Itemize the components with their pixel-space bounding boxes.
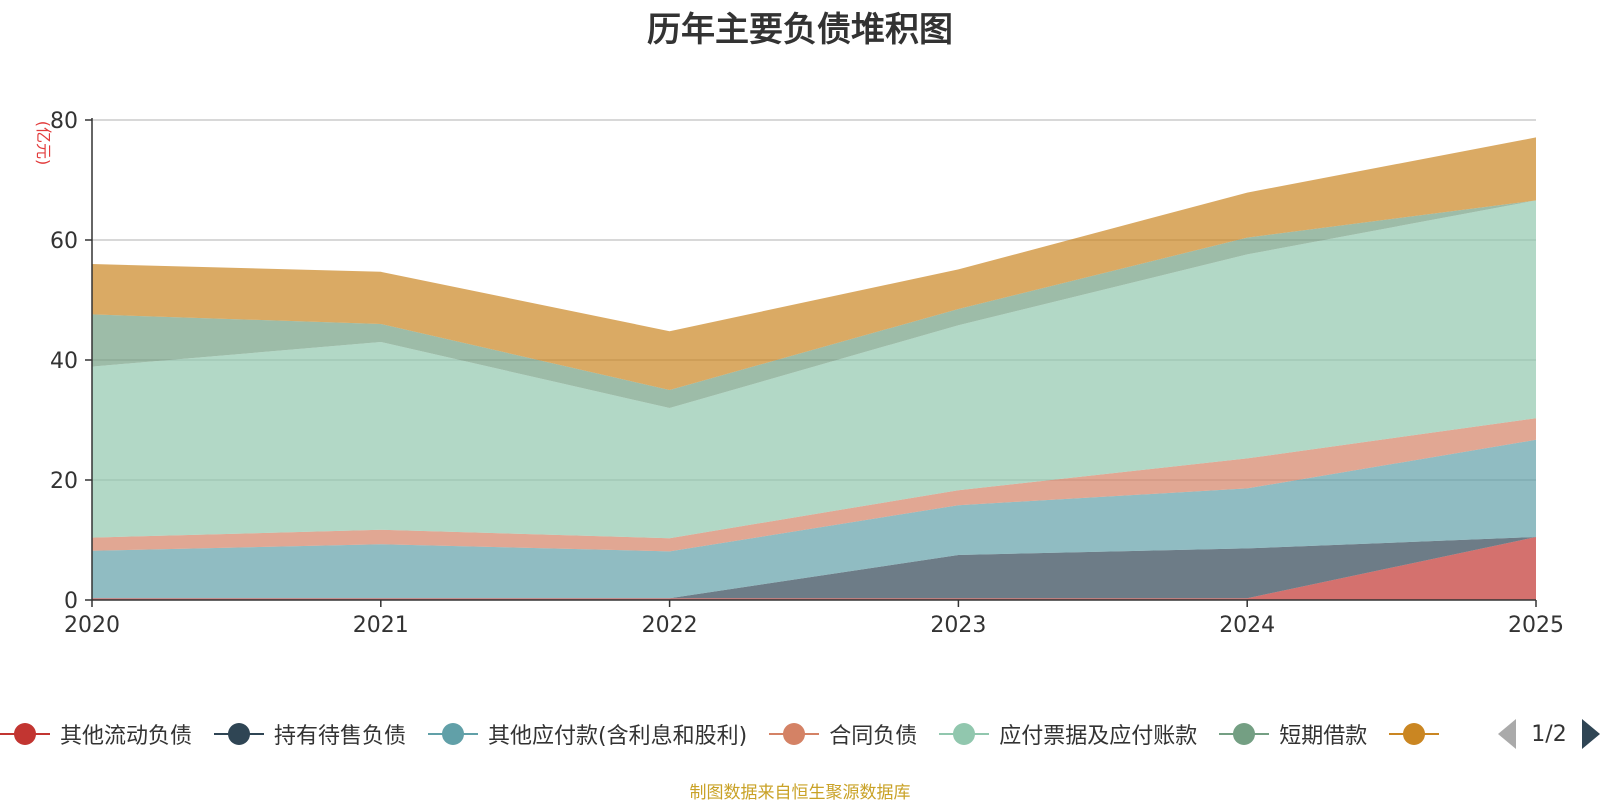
area-series-2 bbox=[92, 439, 1536, 599]
legend-item-5[interactable]: 短期借款 bbox=[1219, 718, 1367, 750]
legend-label: 其他应付款(含利息和股利) bbox=[488, 724, 748, 749]
legend-prev-page-icon[interactable] bbox=[1498, 719, 1516, 749]
area-series-6 bbox=[92, 137, 1536, 390]
legend-marker-icon bbox=[0, 723, 50, 745]
legend-marker-icon bbox=[1219, 723, 1270, 745]
legend-item-3[interactable]: 合同负债 bbox=[769, 718, 917, 750]
legend: 其他流动负债 持有待售负债 其他应付款(含利息和股利) 合同负债 应付票据及应付账款 短期… bbox=[0, 714, 1600, 754]
x-tick-label-2021: 2021 bbox=[353, 613, 409, 638]
legend-label: 短期借款 bbox=[1279, 724, 1368, 749]
legend-label: 合同负债 bbox=[829, 724, 918, 749]
y-axis-label: (亿元) bbox=[34, 121, 53, 166]
y-tick-label-80: 80 bbox=[50, 109, 78, 134]
legend-marker-icon bbox=[1389, 723, 1440, 745]
y-tick-label-60: 60 bbox=[50, 229, 78, 254]
chart-title: 历年主要负债堆积图 bbox=[647, 10, 953, 50]
legend-item-4[interactable]: 应付票据及应付账款 bbox=[939, 718, 1197, 750]
y-tick-label-0: 0 bbox=[64, 589, 78, 614]
legend-marker-icon bbox=[214, 723, 265, 745]
x-tick-label-2024: 2024 bbox=[1219, 613, 1275, 638]
legend-item-2[interactable]: 其他应付款(含利息和股利) bbox=[428, 718, 747, 750]
legend-item-1[interactable]: 持有待售负债 bbox=[214, 718, 406, 750]
legend-marker-icon bbox=[428, 723, 479, 745]
x-tick-label-2020: 2020 bbox=[64, 613, 120, 638]
area-series-1 bbox=[92, 537, 1536, 599]
legend-label: 应付票据及应付账款 bbox=[999, 724, 1198, 749]
legend-marker-icon bbox=[939, 723, 990, 745]
legend-item-6[interactable]: 应付债券 bbox=[1389, 718, 1449, 750]
area-series-5 bbox=[92, 200, 1536, 408]
legend-pager: 1/2 bbox=[1488, 714, 1600, 754]
area-series-3 bbox=[92, 418, 1536, 552]
area-series-4 bbox=[92, 200, 1536, 539]
x-tick-label-2022: 2022 bbox=[642, 613, 698, 638]
data-source-note: 制图数据来自恒生聚源数据库 bbox=[689, 783, 911, 803]
x-tick-label-2025: 2025 bbox=[1508, 613, 1564, 638]
legend-next-page-icon[interactable] bbox=[1582, 719, 1600, 749]
legend-label: 其他流动负债 bbox=[60, 724, 193, 749]
series-areas bbox=[92, 137, 1536, 600]
stacked-area-chart: 0 20 40 60 80 2020 2021 2022 2023 2024 2025 (亿元) bbox=[34, 109, 1564, 638]
x-tick-label-2023: 2023 bbox=[930, 613, 986, 638]
y-tick-label-40: 40 bbox=[50, 349, 78, 374]
axes: 0 20 40 60 80 2020 2021 2022 2023 2024 2025 bbox=[50, 109, 1564, 638]
legend-item-0[interactable]: 其他流动负债 bbox=[0, 718, 192, 750]
legend-marker-icon bbox=[769, 723, 820, 745]
y-tick-label-20: 20 bbox=[50, 469, 78, 494]
area-series-0 bbox=[92, 537, 1536, 600]
legend-label: 持有待售负债 bbox=[274, 724, 407, 749]
legend-page-indicator: 1/2 bbox=[1531, 721, 1567, 747]
